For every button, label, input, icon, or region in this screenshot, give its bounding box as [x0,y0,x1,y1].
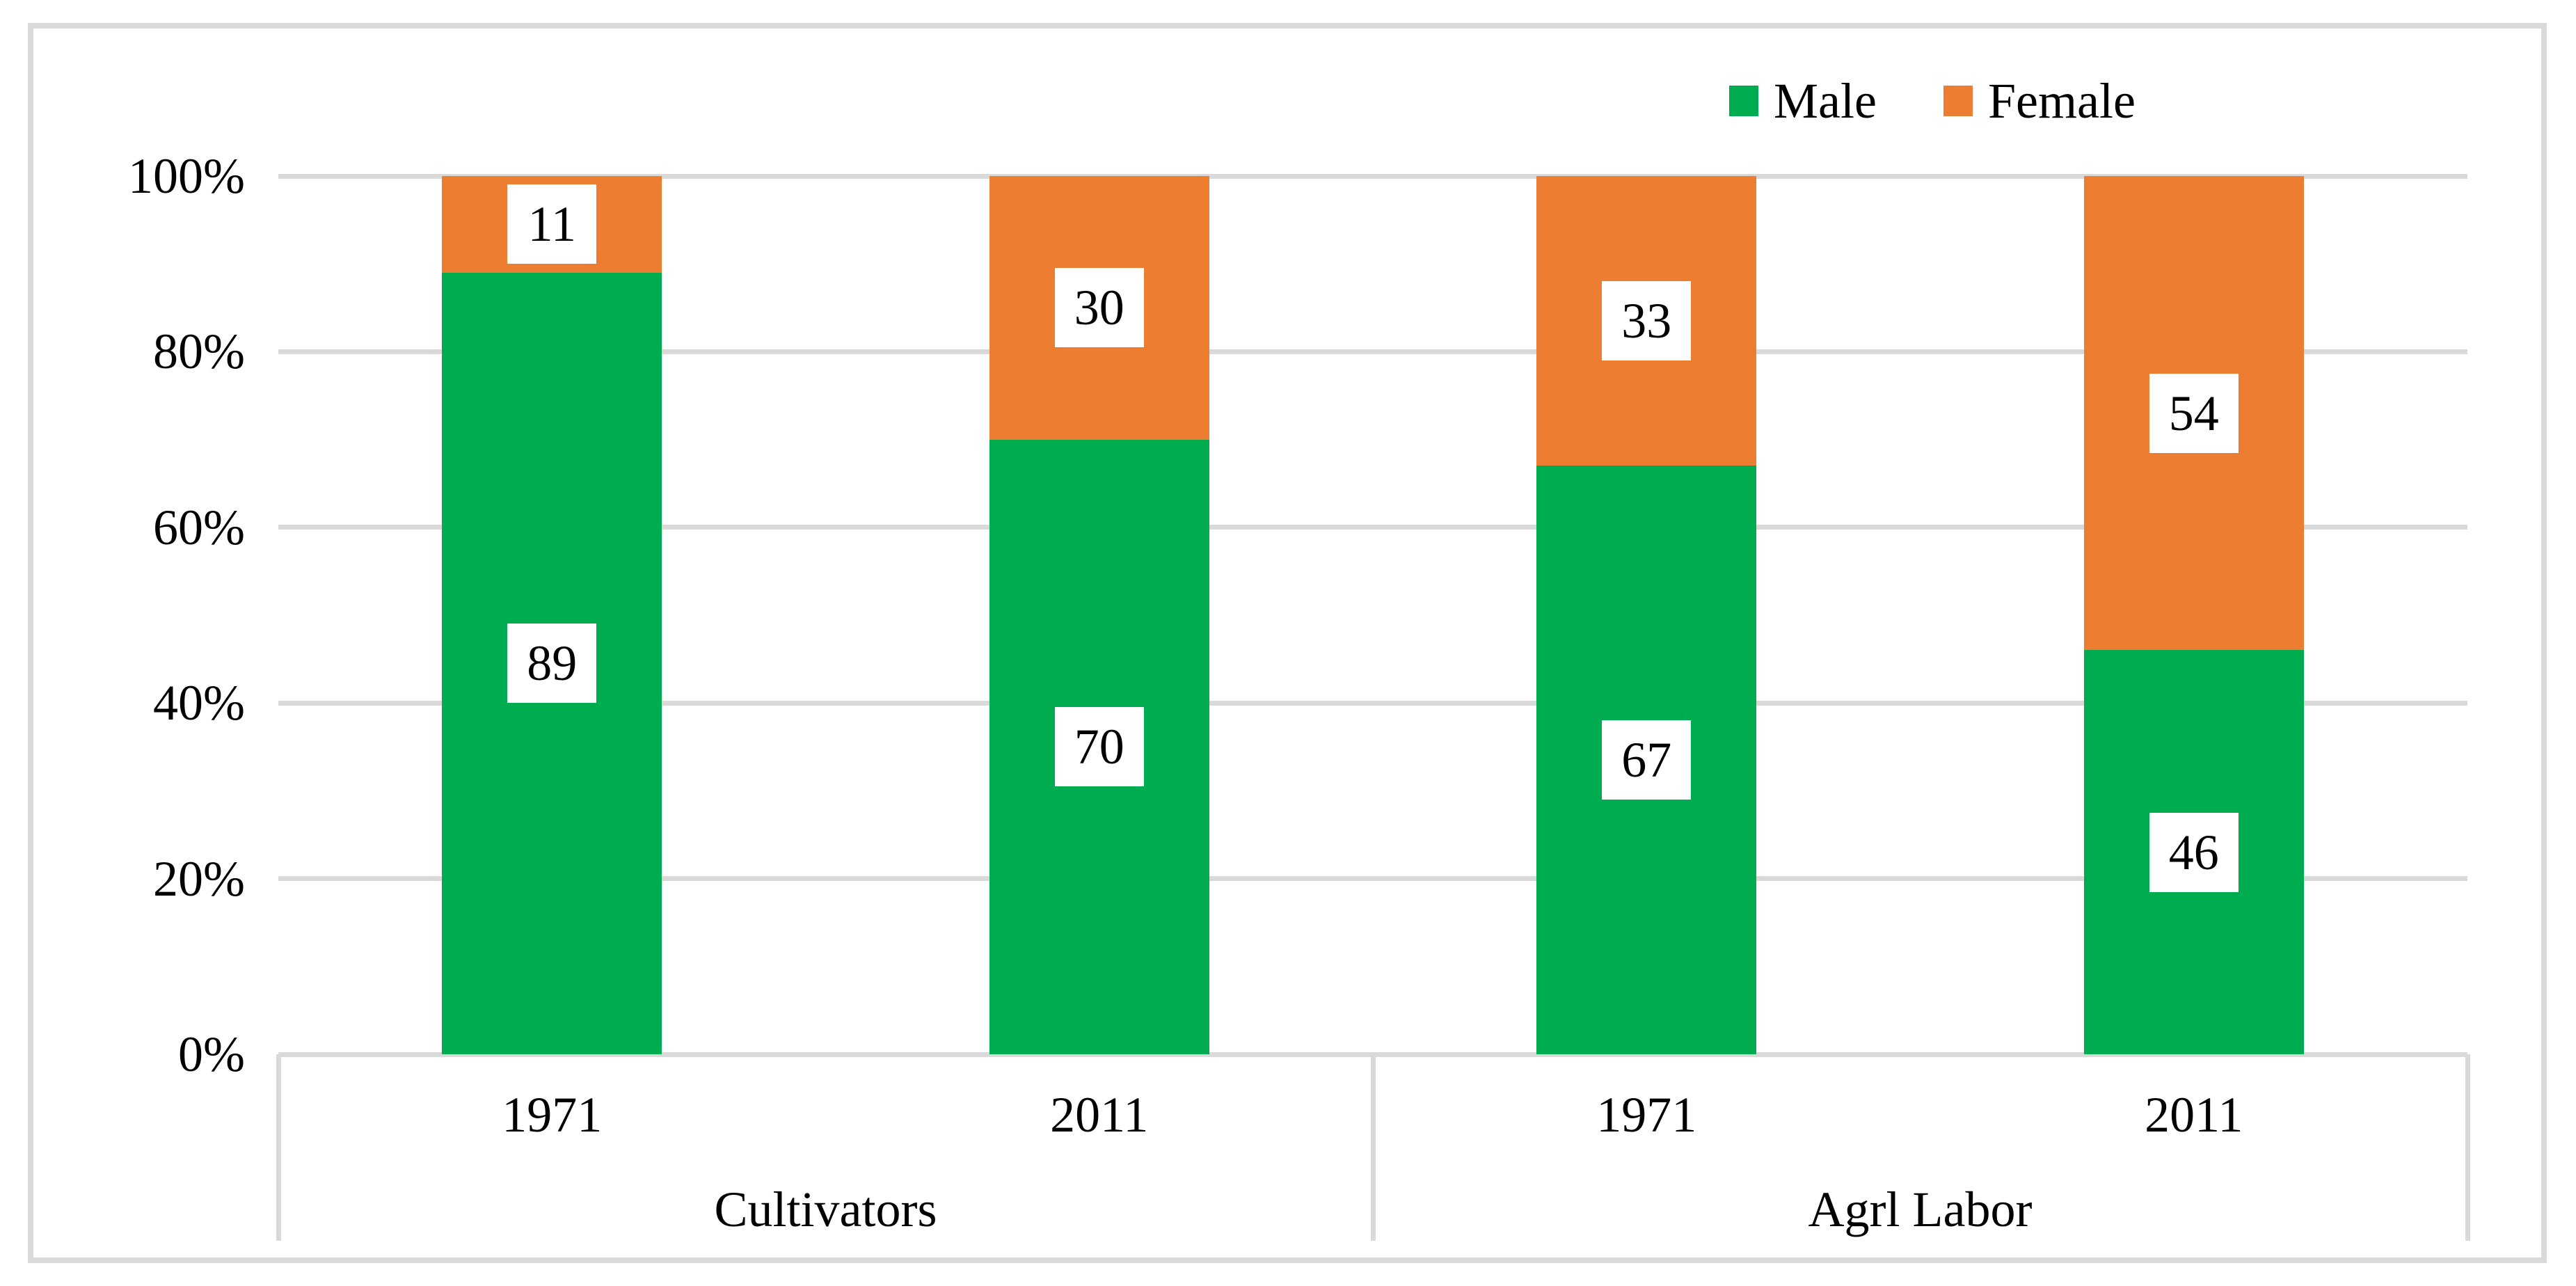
data-label-female: 54 [2149,373,2239,453]
legend-label: Male [1774,73,1877,129]
legend-label: Female [1988,73,2136,129]
gridline [278,700,2467,706]
category-table-separator [2465,1054,2470,1241]
x-axis-year-label: 1971 [1596,1087,1697,1143]
y-tick-label: 20% [153,850,245,907]
x-axis-year-label: 2011 [1050,1087,1149,1143]
legend-item-male: Male [1729,74,1877,127]
data-label-male: 89 [507,624,597,704]
category-table-separator [1370,1054,1376,1241]
data-label-male: 46 [2149,812,2239,892]
x-axis-year-label: 1971 [502,1087,603,1143]
gridline [278,173,2467,179]
y-tick-label: 40% [153,675,245,731]
x-axis-group-label: Agrl Labor [1808,1182,2033,1237]
gridline [278,525,2467,530]
gridline [278,876,2467,882]
data-label-female: 11 [507,184,597,264]
x-axis-group-label: Cultivators [714,1182,937,1237]
y-tick-label: 100% [128,148,245,204]
y-tick-label: 80% [153,324,245,380]
data-label-female: 33 [1602,281,1692,361]
legend-item-female: Female [1943,74,2136,127]
y-tick-label: 60% [153,499,245,555]
gridline [278,349,2467,354]
x-axis-year-label: 2011 [2145,1087,2243,1143]
legend-swatch-male [1729,86,1758,116]
chart-frame-border [28,23,2547,1263]
legend-swatch-female [1943,86,1973,116]
data-label-male: 67 [1602,720,1692,800]
category-table-separator [276,1054,281,1241]
data-label-female: 30 [1054,268,1144,348]
y-tick-label: 0% [178,1026,245,1082]
data-label-male: 70 [1054,707,1144,787]
